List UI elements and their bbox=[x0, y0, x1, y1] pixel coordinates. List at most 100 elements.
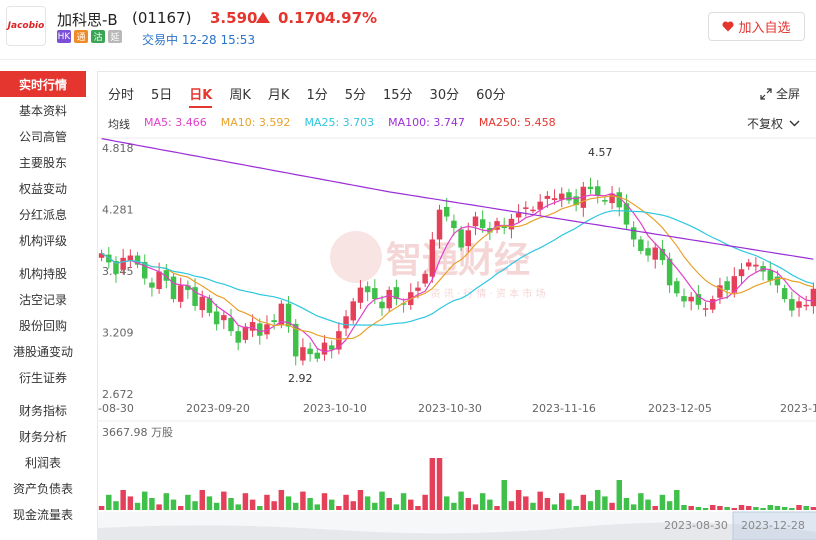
candle-body bbox=[149, 282, 155, 288]
sidebar-item-connect-change[interactable]: 港股通变动 bbox=[12, 344, 73, 359]
sidebar-item-shareholders[interactable]: 主要股东 bbox=[18, 155, 67, 170]
candle-body bbox=[443, 206, 450, 217]
sidebar-item-realtime[interactable]: 实时行情 bbox=[0, 71, 86, 97]
candle-body bbox=[170, 276, 177, 300]
sidebar-item-ratings[interactable]: 机构评级 bbox=[18, 233, 67, 248]
ma-legend: 均线 MA5: 3.466 MA10: 3.592 MA25: 3.703 MA… bbox=[108, 116, 556, 132]
add-to-watchlist-button[interactable]: 加入自选 bbox=[708, 12, 805, 41]
candle-body bbox=[717, 285, 723, 298]
volume-bar bbox=[314, 504, 321, 510]
tab-monthly-k[interactable]: 月K bbox=[267, 88, 290, 103]
volume-bar bbox=[372, 502, 378, 510]
tab-5day[interactable]: 5日 bbox=[151, 88, 173, 103]
candle-body bbox=[501, 225, 507, 229]
candle-body bbox=[724, 281, 730, 290]
volume-bar bbox=[760, 508, 766, 510]
candle-body bbox=[271, 320, 277, 323]
candle-body bbox=[753, 264, 759, 267]
candle-body bbox=[638, 239, 644, 251]
adjust-dropdown[interactable]: 不复权 bbox=[747, 115, 800, 132]
volume-bar bbox=[271, 501, 277, 510]
candle-body bbox=[681, 296, 687, 302]
candle-body bbox=[343, 316, 349, 329]
stock-name: 加科思-B bbox=[57, 11, 118, 29]
ma5-line bbox=[101, 192, 814, 353]
volume-bar bbox=[573, 506, 579, 510]
fullscreen-button[interactable]: 全屏 bbox=[760, 85, 800, 102]
tab-60min[interactable]: 60分 bbox=[476, 88, 506, 103]
tab-5min[interactable]: 5分 bbox=[344, 88, 366, 103]
x-tick-label: 2023-09-20 bbox=[186, 402, 250, 415]
volume-bar bbox=[451, 502, 457, 510]
volume-bar bbox=[523, 496, 529, 510]
volume-bar bbox=[602, 496, 608, 510]
tab-1min[interactable]: 1分 bbox=[306, 88, 328, 103]
sidebar-item-dividends[interactable]: 分红派息 bbox=[18, 207, 67, 222]
volume-bar bbox=[170, 499, 177, 510]
volume-bar bbox=[745, 506, 752, 510]
sidebar-item-buyback[interactable]: 股份回购 bbox=[18, 318, 67, 333]
candle-body bbox=[422, 273, 428, 284]
sidebar-item-institutional[interactable]: 机构持股 bbox=[18, 266, 67, 281]
volume-bar bbox=[321, 493, 328, 510]
sidebar-item-profile[interactable]: 基本资料 bbox=[18, 103, 67, 118]
volume-bar bbox=[400, 493, 407, 510]
candle-body bbox=[436, 209, 443, 240]
candle-body bbox=[738, 269, 745, 277]
volume-bar bbox=[630, 504, 637, 510]
sidebar-item-derivatives[interactable]: 衍生证券 bbox=[18, 370, 67, 385]
sidebar-item-short-selling[interactable]: 沽空记录 bbox=[18, 292, 67, 307]
volume-bar bbox=[436, 458, 443, 510]
ma5-value: MA5: 3.466 bbox=[144, 116, 207, 129]
navigator-area bbox=[98, 522, 816, 540]
candle-body bbox=[774, 276, 781, 286]
volume-bar bbox=[688, 506, 694, 510]
sidebar-item-balance-sheet[interactable]: 资产负债表 bbox=[12, 481, 73, 496]
candle-body bbox=[602, 200, 608, 202]
candle-body bbox=[113, 261, 119, 274]
candle-body bbox=[120, 257, 126, 270]
volume-bar bbox=[429, 458, 436, 510]
candle-body bbox=[242, 326, 249, 340]
tab-15min[interactable]: 15分 bbox=[383, 88, 413, 103]
candle-body bbox=[458, 229, 464, 248]
volume-bar bbox=[710, 505, 716, 510]
tab-30min[interactable]: 30分 bbox=[429, 88, 460, 103]
candle-body bbox=[350, 301, 356, 321]
candle-body bbox=[674, 281, 680, 294]
tab-intraday[interactable]: 分时 bbox=[108, 88, 135, 103]
navigator-start-label: 2023-08-30 bbox=[664, 519, 728, 532]
sidebar-item-fin-indicators[interactable]: 财务指标 bbox=[18, 403, 67, 418]
volume-bar bbox=[422, 494, 428, 510]
candle-body bbox=[702, 308, 709, 310]
tab-daily-k[interactable]: 日K bbox=[189, 84, 213, 108]
candle-body bbox=[199, 296, 205, 311]
volume-bar bbox=[213, 502, 220, 510]
price-change-percent: 4.97% bbox=[325, 9, 378, 27]
candle-body bbox=[523, 207, 529, 209]
candle-body bbox=[372, 288, 378, 300]
candle-body bbox=[429, 239, 436, 277]
volume-bar bbox=[731, 508, 738, 510]
volume-bar bbox=[134, 502, 141, 510]
sidebar-item-fin-analysis[interactable]: 财务分析 bbox=[18, 429, 67, 444]
x-tick-label: 2023-10-30 bbox=[418, 402, 482, 415]
candle-body bbox=[206, 298, 213, 313]
volume-bar bbox=[810, 507, 816, 510]
volume-bar bbox=[142, 491, 148, 510]
tab-weekly-k[interactable]: 周K bbox=[229, 88, 251, 103]
volume-bar bbox=[221, 491, 227, 510]
volume-bar bbox=[530, 502, 536, 510]
sidebar-item-cash-flow[interactable]: 现金流量表 bbox=[12, 507, 73, 522]
volume-bar bbox=[702, 508, 709, 510]
volume-bar bbox=[443, 496, 450, 510]
volume-bar bbox=[616, 480, 623, 510]
sidebar-item-equity-change[interactable]: 权益变动 bbox=[18, 181, 67, 196]
sidebar-item-income[interactable]: 利润表 bbox=[24, 455, 61, 470]
candle-body bbox=[185, 285, 191, 290]
candle-body bbox=[508, 218, 515, 230]
candle-body bbox=[228, 317, 234, 332]
ma25-line bbox=[101, 210, 814, 326]
sidebar-item-executives[interactable]: 公司高管 bbox=[18, 129, 67, 144]
